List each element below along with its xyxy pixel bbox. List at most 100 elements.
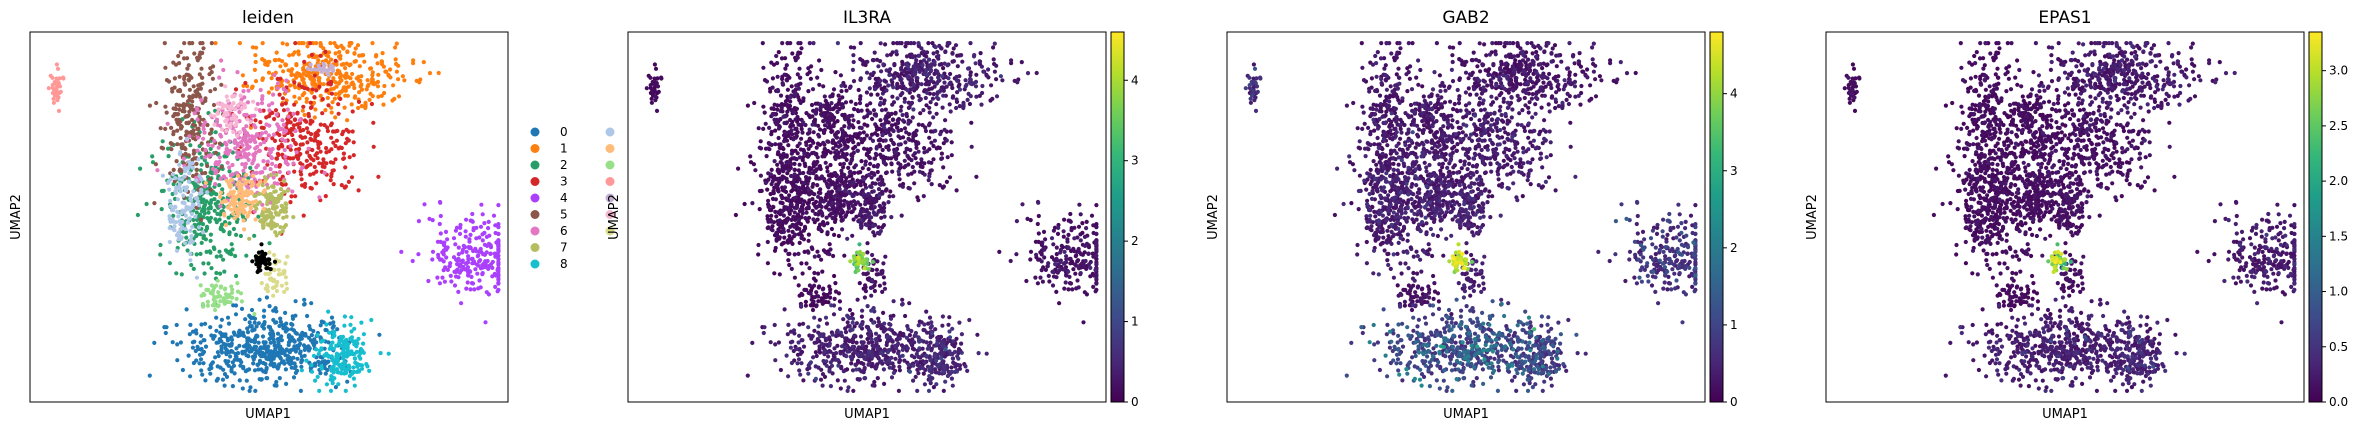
cell-point bbox=[1082, 290, 1087, 295]
cell-point bbox=[379, 93, 384, 98]
cell-point bbox=[230, 349, 235, 354]
cell-point bbox=[189, 262, 194, 268]
cell-point bbox=[422, 202, 427, 207]
cell-point bbox=[152, 340, 157, 345]
cell-point bbox=[199, 155, 204, 160]
cell-point bbox=[496, 203, 501, 208]
cell-point bbox=[169, 207, 175, 213]
cell-point bbox=[326, 354, 331, 359]
cell-point bbox=[910, 95, 915, 100]
cell-point bbox=[348, 41, 354, 46]
cell-point bbox=[224, 128, 229, 133]
cell-point bbox=[221, 211, 227, 216]
cell-point bbox=[160, 146, 166, 151]
cell-point bbox=[192, 156, 197, 161]
cell-point bbox=[203, 378, 208, 383]
cell-point bbox=[318, 122, 323, 127]
cell-point bbox=[241, 89, 246, 94]
cell-point bbox=[207, 177, 212, 182]
cell-point bbox=[54, 62, 60, 67]
cell-point bbox=[213, 150, 219, 155]
cell-point bbox=[270, 101, 275, 106]
cell-point bbox=[192, 182, 197, 187]
cell-point bbox=[188, 258, 193, 263]
cell-point bbox=[186, 73, 191, 78]
cell-point bbox=[326, 103, 331, 108]
cell-point bbox=[303, 135, 308, 140]
cell-point bbox=[825, 230, 830, 235]
cell-point bbox=[199, 368, 204, 373]
cell-point bbox=[193, 214, 198, 219]
legend-label: 6 bbox=[560, 224, 568, 238]
cell-point bbox=[178, 50, 183, 55]
cell-point bbox=[355, 43, 361, 48]
cell-point bbox=[171, 132, 176, 137]
cell-point bbox=[195, 58, 200, 63]
cell-point bbox=[231, 101, 236, 106]
cell-point bbox=[480, 212, 485, 217]
cell-point bbox=[757, 188, 763, 194]
cell-point bbox=[175, 142, 180, 147]
cell-point bbox=[304, 126, 310, 131]
cell-point bbox=[806, 146, 811, 151]
cell-point bbox=[315, 374, 320, 379]
cell-point bbox=[233, 123, 238, 128]
cell-point bbox=[341, 366, 346, 371]
cell-point bbox=[199, 333, 204, 338]
cell-point bbox=[216, 303, 221, 308]
cell-point bbox=[462, 245, 468, 250]
cell-point bbox=[872, 156, 877, 161]
cell-point bbox=[265, 222, 270, 227]
cell-point bbox=[347, 155, 352, 160]
cell-point bbox=[222, 287, 227, 292]
cell-point bbox=[332, 376, 337, 381]
cell-point bbox=[266, 258, 271, 263]
cell-point bbox=[219, 350, 225, 355]
cell-point bbox=[352, 369, 357, 375]
cell-point bbox=[849, 361, 854, 366]
cell-point bbox=[253, 388, 258, 393]
cell-point bbox=[269, 215, 274, 220]
cell-point bbox=[245, 330, 251, 335]
cell-point bbox=[258, 87, 263, 93]
cell-point bbox=[182, 174, 187, 179]
cell-point bbox=[194, 331, 199, 336]
cell-point bbox=[812, 328, 817, 333]
cell-point bbox=[852, 170, 857, 175]
cell-point bbox=[906, 172, 911, 177]
cell-point bbox=[301, 71, 306, 76]
cell-point bbox=[205, 122, 210, 128]
cell-point bbox=[202, 208, 207, 213]
cell-point bbox=[213, 355, 218, 360]
cell-point bbox=[806, 113, 812, 118]
cell-point bbox=[891, 41, 896, 46]
cell-point bbox=[261, 369, 266, 374]
cell-point bbox=[292, 102, 297, 107]
cell-point bbox=[274, 156, 279, 161]
cell-point bbox=[292, 339, 297, 344]
cell-point bbox=[361, 341, 366, 346]
cell-point bbox=[648, 75, 653, 80]
cell-point bbox=[1059, 243, 1064, 248]
cell-point bbox=[438, 200, 443, 205]
cell-point bbox=[231, 363, 237, 368]
cell-point bbox=[168, 203, 173, 209]
cell-point bbox=[251, 173, 256, 178]
cell-point bbox=[833, 281, 838, 286]
cell-point bbox=[394, 41, 399, 46]
cell-point bbox=[800, 292, 805, 297]
cell-point bbox=[467, 237, 472, 242]
cell-point bbox=[248, 385, 253, 390]
cell-point bbox=[343, 93, 348, 98]
cell-point bbox=[285, 254, 290, 259]
cell-point bbox=[287, 350, 292, 355]
cell-point bbox=[877, 283, 883, 288]
cell-point bbox=[237, 109, 242, 115]
cell-point bbox=[271, 333, 276, 338]
cell-point bbox=[866, 167, 871, 172]
cell-point bbox=[774, 231, 779, 236]
cell-point bbox=[331, 86, 336, 91]
cell-point bbox=[817, 134, 822, 139]
cell-point bbox=[756, 126, 761, 131]
cell-point bbox=[796, 283, 801, 288]
